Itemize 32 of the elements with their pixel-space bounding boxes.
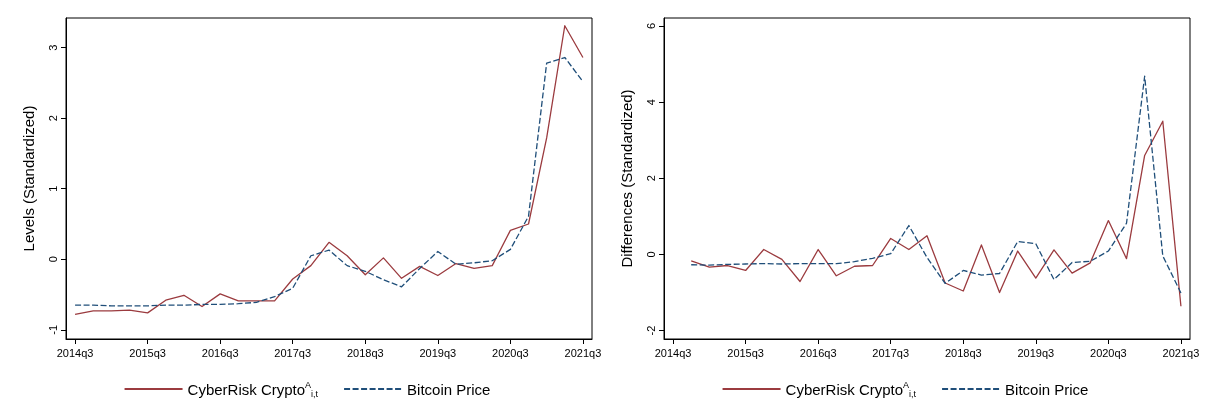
x-tick-label: 2016q3 — [201, 346, 239, 359]
line-series — [690, 120, 1182, 307]
x-tick-label: 2019q3 — [419, 346, 457, 359]
y-tick-label: 2 — [644, 175, 657, 182]
y-tick-label: 6 — [644, 22, 657, 30]
y-tick-label: 3 — [46, 44, 59, 51]
y-axis-title: Differences (Standardized) — [618, 89, 635, 268]
x-tick-label: 2017q3 — [872, 346, 910, 359]
y-tick-label: 4 — [644, 99, 657, 106]
line-series — [690, 75, 1182, 294]
legend-label: Bitcoin Price — [407, 380, 491, 398]
x-tick-label: 2018q3 — [944, 346, 982, 359]
x-tick-label: 2020q3 — [1090, 346, 1127, 359]
y-tick-label: 1 — [46, 185, 59, 192]
y-tick-label: 2 — [46, 115, 59, 122]
x-tick-label: 2021q3 — [1162, 346, 1200, 359]
x-tick-label: 2019q3 — [1017, 346, 1055, 359]
x-tick-label: 2021q3 — [564, 346, 602, 359]
x-tick-label: 2014q3 — [56, 346, 94, 359]
y-tick-label: -2 — [644, 325, 657, 336]
x-tick-label: 2020q3 — [492, 346, 529, 359]
y-tick-label: 0 — [46, 256, 59, 263]
x-tick-label: 2016q3 — [799, 346, 837, 359]
y-tick-label: -1 — [46, 324, 59, 335]
x-tick-label: 2014q3 — [654, 346, 692, 359]
x-tick-label: 2017q3 — [274, 346, 312, 359]
y-tick-label: 0 — [644, 251, 657, 258]
y-axis-title: Levels (Standardized) — [20, 105, 37, 252]
x-tick-label: 2015q3 — [727, 346, 764, 359]
legend-label: Bitcoin Price — [1005, 380, 1089, 398]
x-tick-label: 2018q3 — [346, 346, 384, 359]
x-tick-label: 2015q3 — [129, 346, 166, 359]
